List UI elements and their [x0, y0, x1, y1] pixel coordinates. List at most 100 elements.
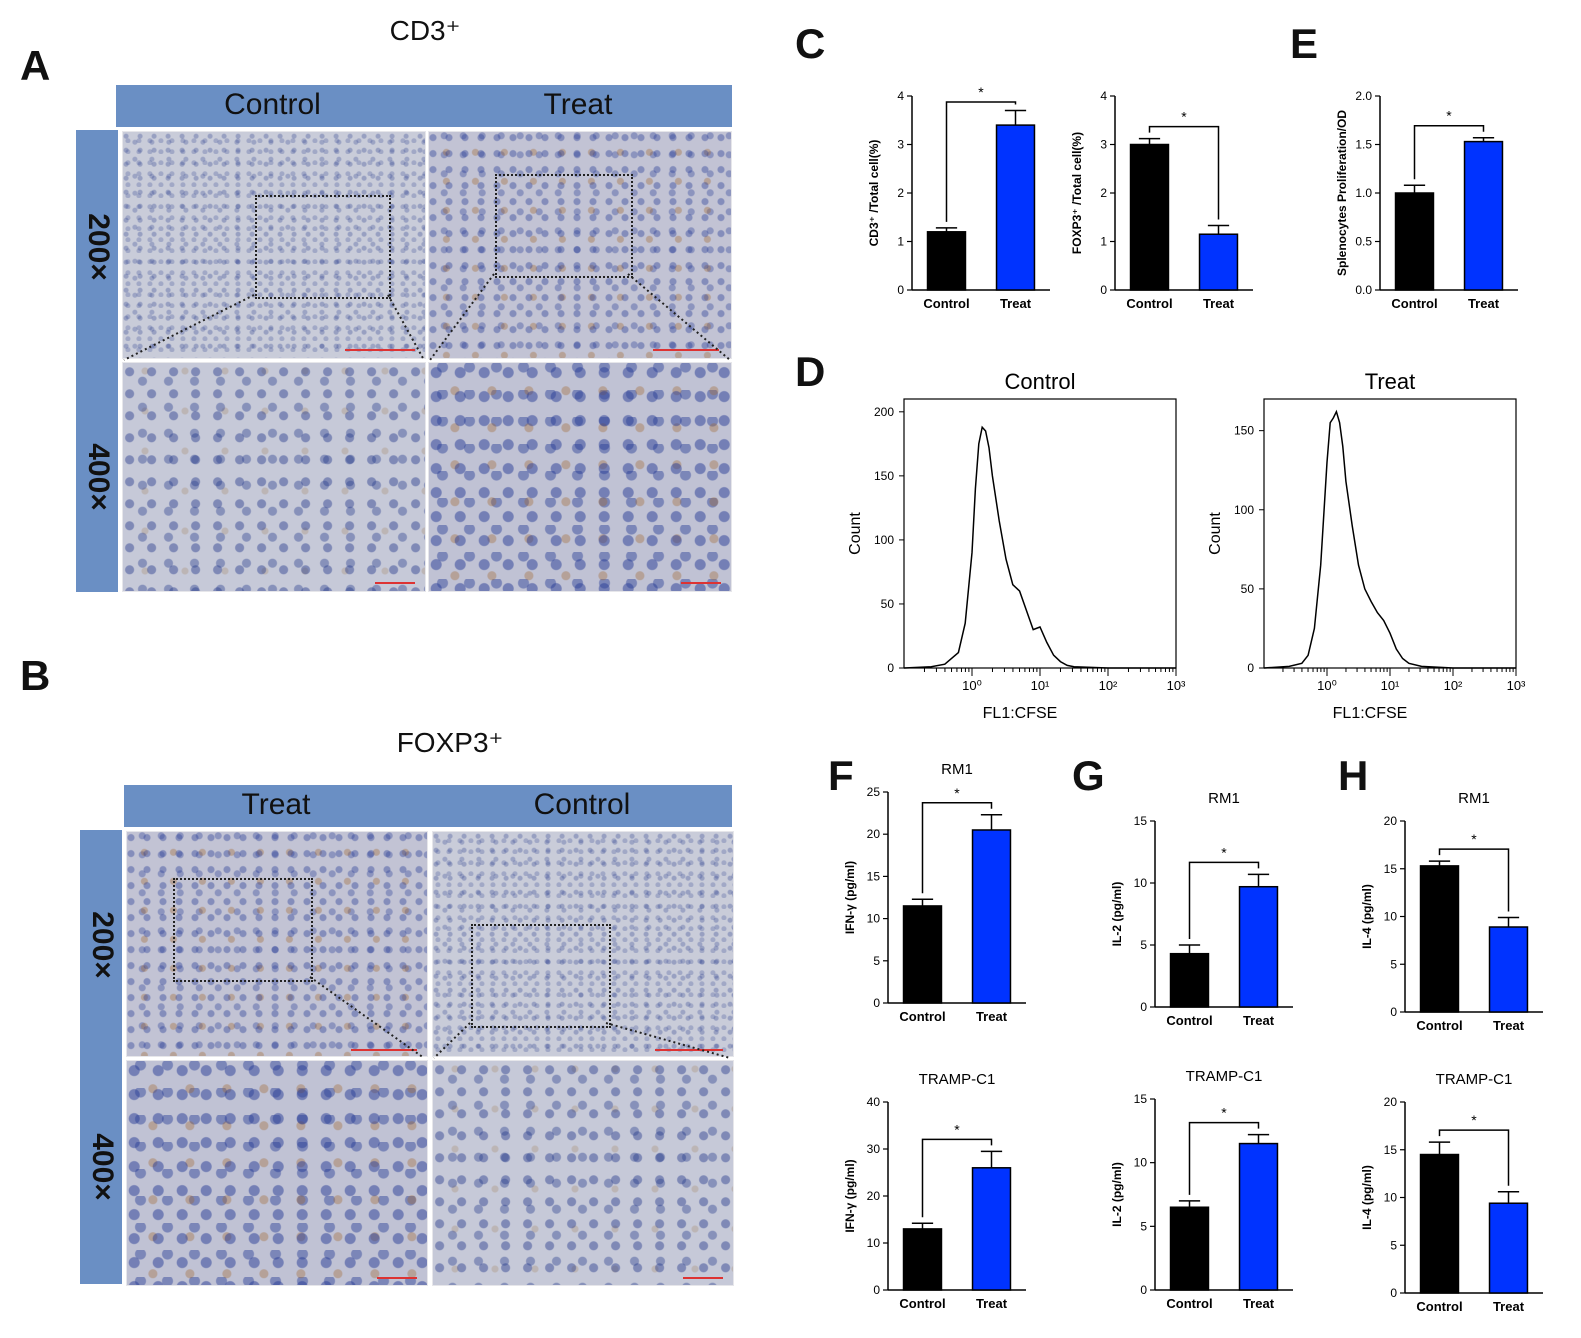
- x-tick-label: Treat: [1243, 1296, 1275, 1311]
- y-tick-label: 5: [1390, 957, 1397, 971]
- chart-h-il4-trampc1: TRAMP-C1 0 5 10 15 20 IL-4 (pg/ml) Control Treat…: [1360, 1071, 1543, 1314]
- scale-bar: [681, 582, 721, 584]
- bar-treat: [971, 1167, 1012, 1291]
- panel-letter-d: D: [795, 348, 826, 395]
- y-tick-label: 1.0: [1355, 186, 1372, 200]
- x-axis-label: FL1:CFSE: [1333, 705, 1408, 722]
- significance-bracket: [1438, 848, 1510, 912]
- x-tick-label: Control: [1416, 1299, 1462, 1314]
- y-axis-label: Count: [847, 512, 864, 555]
- bar-treat: [1463, 140, 1504, 291]
- panel-a-title: CD3⁺: [389, 15, 461, 46]
- x-tick-label: Treat: [1493, 1299, 1525, 1314]
- y-tick-label: 0.0: [1355, 283, 1372, 297]
- panel-a-zoom-lines: [123, 273, 731, 361]
- x-tick-label: 10¹: [1381, 678, 1400, 693]
- significance-bracket: [921, 1138, 993, 1218]
- x-tick-label: Control: [1391, 296, 1437, 311]
- micrograph-treat-400x: [126, 1060, 428, 1286]
- significance-marker: *: [954, 785, 960, 801]
- y-axis-label: CD3⁺ /Total cell(%): [867, 140, 881, 247]
- y-tick-label: 50: [881, 597, 895, 611]
- scale-bar: [655, 1049, 723, 1051]
- x-tick-label: Treat: [976, 1009, 1008, 1024]
- bar-treat: [995, 124, 1036, 291]
- significance-bracket: [921, 802, 993, 894]
- panel-b-col-label: Treat: [241, 788, 311, 821]
- significance-bracket: [1188, 861, 1260, 939]
- x-tick-label: 10³: [1167, 678, 1186, 693]
- panel-letter-a: A: [20, 42, 51, 89]
- chart-title: TRAMP-C1: [1186, 1068, 1263, 1085]
- x-tick-label: Treat: [1203, 296, 1235, 311]
- x-tick-label: 10⁰: [962, 678, 982, 693]
- y-tick-label: 0: [897, 283, 904, 297]
- y-axis-label: IFN-γ (pg/ml): [843, 1159, 857, 1232]
- panel-letter-f: F: [828, 752, 854, 799]
- chart-h-il4-rm1: RM1 0 5 10 15 20 IL-4 (pg/ml) Control Treat *: [1360, 790, 1543, 1033]
- significance-marker: *: [1221, 844, 1227, 860]
- scale-bar: [351, 1049, 417, 1051]
- x-tick-label: Control: [923, 296, 969, 311]
- panel-b-col-label: Control: [533, 788, 631, 821]
- y-tick-label: 0: [1390, 1005, 1397, 1019]
- y-tick-label: 25: [867, 785, 881, 799]
- y-tick-label: 10: [867, 1236, 881, 1250]
- y-tick-label: 10: [867, 912, 881, 926]
- y-tick-label: 0: [1390, 1286, 1397, 1300]
- micrograph-control-400x: [122, 362, 426, 592]
- y-tick-label: 10: [1134, 1156, 1148, 1170]
- y-tick-label: 10: [1384, 1191, 1398, 1205]
- scale-bar: [377, 1277, 417, 1279]
- histogram-curve: [1263, 409, 1516, 669]
- panel-letter-b: B: [20, 652, 51, 699]
- bar-control: [926, 231, 967, 291]
- x-tick-label: Control: [1416, 1018, 1462, 1033]
- panel-b-header-bar: [124, 785, 732, 827]
- bar-treat: [971, 829, 1012, 1004]
- panel-b-zoom-lines: [309, 976, 731, 1059]
- panel-letter-c: C: [795, 20, 826, 67]
- y-tick-label: 20: [867, 1189, 881, 1203]
- y-tick-label: 0: [873, 996, 880, 1010]
- y-axis-label: Splenocytes Proliferation/OD: [1335, 110, 1349, 276]
- bar-control: [1419, 865, 1460, 1013]
- y-tick-label: 200: [874, 405, 894, 419]
- y-tick-label: 0: [887, 661, 894, 675]
- significance-bracket: [1148, 125, 1220, 220]
- y-tick-label: 15: [1134, 814, 1148, 828]
- chart-title: Control: [1005, 369, 1076, 394]
- y-tick-label: 0: [1100, 283, 1107, 297]
- y-tick-label: 5: [1390, 1238, 1397, 1252]
- chart-c-cd3: 0 1 2 3 4 CD3⁺ /Total cell(%) Control Treat *: [867, 84, 1050, 311]
- micrograph-treat-200x: [126, 831, 428, 1057]
- y-tick-label: 5: [873, 954, 880, 968]
- y-tick-label: 100: [1234, 503, 1254, 517]
- x-tick-label: Treat: [1468, 296, 1500, 311]
- panel-b-title: FOXP3⁺: [396, 727, 504, 758]
- y-tick-label: 3: [1100, 138, 1107, 152]
- chart-title: TRAMP-C1: [1436, 1071, 1513, 1088]
- y-axis-label: IFN-γ (pg/ml): [843, 861, 857, 934]
- significance-marker: *: [1181, 109, 1187, 125]
- significance-bracket: [1188, 1121, 1260, 1195]
- bar-treat: [1238, 1142, 1279, 1291]
- scale-bar: [653, 349, 719, 351]
- chart-title: TRAMP-C1: [919, 1071, 996, 1088]
- y-tick-label: 15: [1134, 1092, 1148, 1106]
- bar-control: [1169, 952, 1210, 1008]
- y-tick-label: 0: [1247, 661, 1254, 675]
- bar-control: [902, 905, 943, 1004]
- y-axis-label: IL-2 (pg/ml): [1110, 882, 1124, 947]
- chart-title: RM1: [1458, 790, 1490, 807]
- y-tick-label: 2: [897, 186, 904, 200]
- bar-treat: [1488, 926, 1529, 1013]
- y-tick-label: 150: [874, 469, 894, 483]
- y-tick-label: 5: [1140, 1219, 1147, 1233]
- y-tick-label: 100: [874, 533, 894, 547]
- zoom-region-box: [255, 195, 391, 299]
- chart-title: RM1: [1208, 790, 1240, 807]
- y-tick-label: 1: [1100, 235, 1107, 249]
- histogram-curve: [903, 425, 1176, 669]
- panel-a-side-bar: [76, 130, 118, 592]
